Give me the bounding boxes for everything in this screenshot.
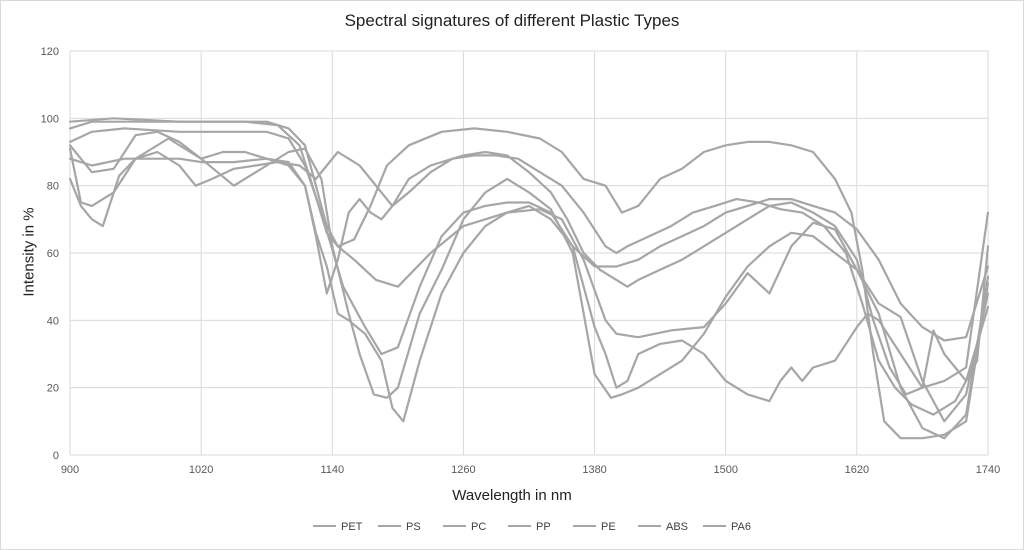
series-line-pp	[68, 120, 990, 440]
x-tick-label: 1620	[845, 464, 869, 476]
legend-label-pa6: PA6	[731, 521, 751, 533]
x-tick-label: 1500	[713, 464, 737, 476]
y-tick-label: 120	[41, 46, 59, 58]
x-tick-label: 1140	[320, 464, 344, 476]
y-tick-label: 60	[47, 248, 59, 260]
y-tick-label: 80	[47, 181, 59, 193]
grid-layer	[69, 50, 989, 456]
tick-layer: 0 20 40 60 80 100 120 900 1020 1140 1260 1380 1500 16…	[41, 46, 1001, 476]
series-line-pc	[68, 127, 990, 356]
legend-label-ps: PS	[406, 521, 421, 533]
legend: PET PS PC PP PE ABS PA6	[313, 521, 751, 533]
legend-label-pe: PE	[601, 521, 616, 533]
series-line-pa6	[68, 130, 990, 396]
x-axis-title: Wavelength in nm	[452, 487, 572, 504]
x-tick-label: 1020	[189, 464, 213, 476]
series-line-ps	[68, 137, 990, 440]
series-layer	[68, 117, 990, 440]
x-tick-label: 1380	[582, 464, 606, 476]
legend-label-pp: PP	[536, 521, 551, 533]
legend-label-pet: PET	[341, 521, 363, 533]
chart-title: Spectral signatures of different Plastic…	[344, 11, 680, 30]
y-tick-label: 40	[47, 315, 59, 327]
series-line-pe	[68, 157, 990, 423]
x-tick-label: 900	[61, 464, 79, 476]
x-tick-label: 1740	[976, 464, 1000, 476]
y-axis-title: Intensity in %	[20, 207, 38, 297]
legend-label-abs: ABS	[666, 521, 688, 533]
y-tick-label: 0	[53, 450, 59, 462]
y-tick-label: 20	[47, 383, 59, 395]
x-tick-label: 1260	[451, 464, 475, 476]
y-tick-label: 100	[41, 113, 59, 125]
series-line-abs	[68, 150, 990, 416]
legend-label-pc: PC	[471, 521, 486, 533]
